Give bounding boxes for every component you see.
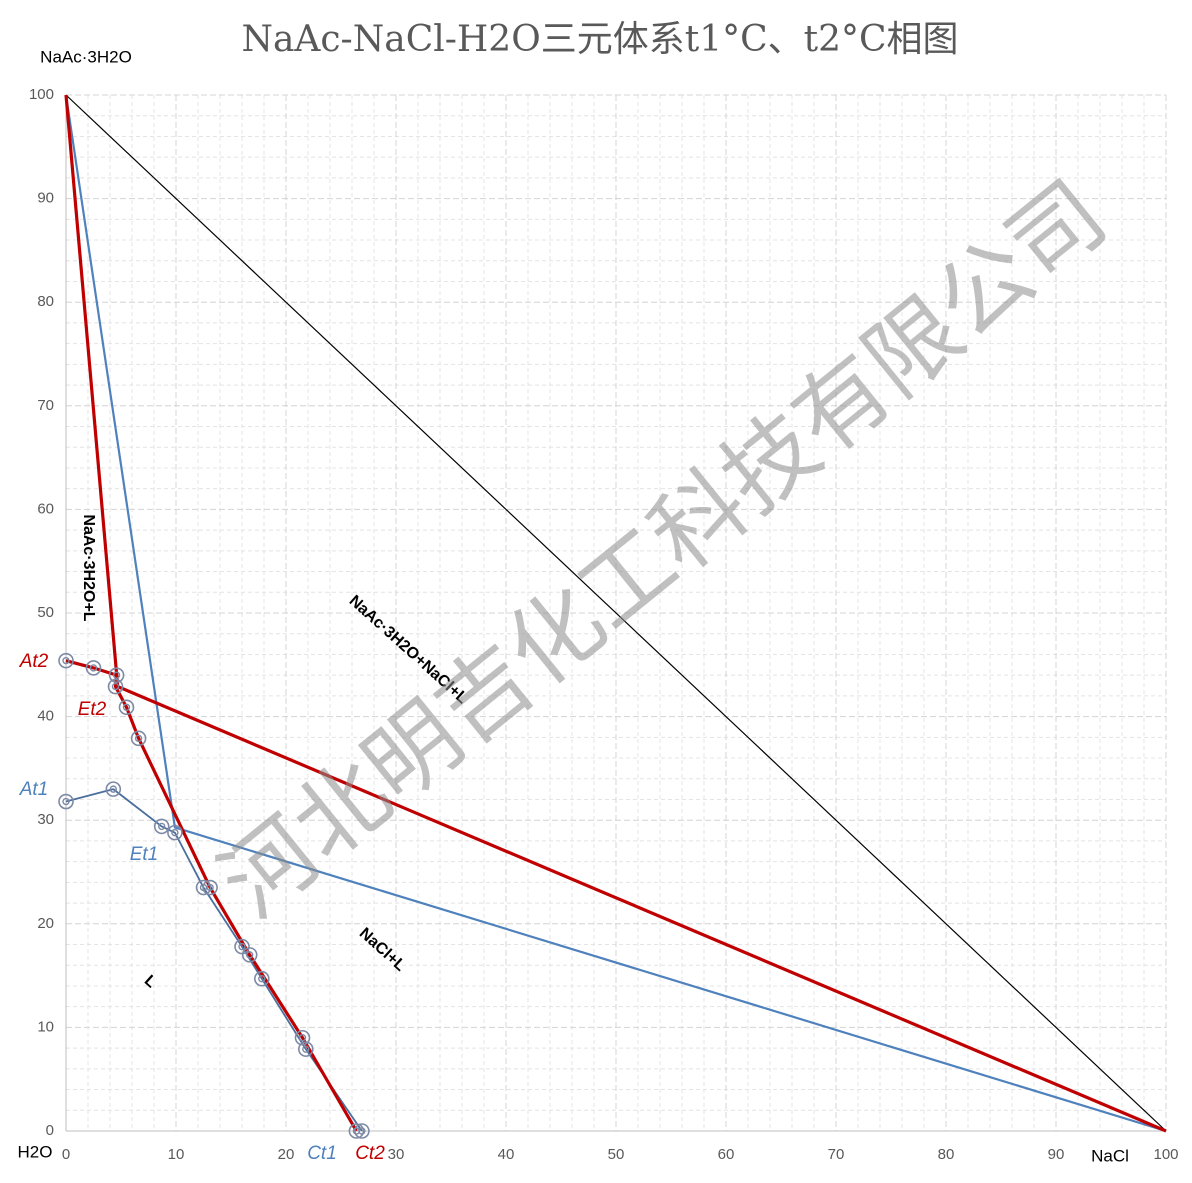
marker-dot (206, 883, 214, 892)
marker (118, 699, 135, 716)
y-tick-label: 30 (37, 811, 54, 828)
marker-ring (354, 1123, 370, 1139)
marker-ring (195, 879, 212, 896)
marker-ring (348, 1123, 365, 1139)
marker (58, 793, 74, 810)
marker-dot (62, 797, 70, 806)
y-axis-label: NaAc·3H2O (40, 47, 132, 66)
marker-ring (253, 970, 270, 987)
marker-dot (62, 656, 70, 665)
x-axis-label: NaCl (1091, 1146, 1129, 1165)
marker-ring (294, 1029, 311, 1046)
marker (107, 678, 124, 695)
marker-ring (108, 667, 125, 683)
marker-ring (202, 879, 218, 896)
series-line (64, 94, 1167, 1133)
series-line (65, 94, 1167, 1132)
marker-dot (109, 785, 118, 793)
marker-ring (107, 678, 124, 695)
y-tick-label: 60 (37, 500, 54, 517)
marker-ring (167, 824, 183, 841)
marker (348, 1123, 365, 1139)
marker (297, 1041, 314, 1057)
marker (105, 781, 122, 797)
marker-dot (112, 671, 121, 679)
y-tick-label: 0 (46, 1122, 54, 1139)
x-tick-label: 70 (828, 1146, 845, 1163)
y-tick-label: 20 (37, 915, 54, 932)
y-tick-label: 50 (37, 604, 54, 621)
marker (153, 818, 170, 835)
annotation: Ct2 (355, 1143, 385, 1164)
marker-ring (130, 730, 147, 747)
series-line (64, 94, 1167, 1133)
marker (253, 970, 270, 987)
marker (85, 660, 102, 676)
region-label: NaAc·3H2O+L (80, 514, 97, 621)
marker-dot (245, 951, 254, 959)
y-tick-label: 100 (29, 86, 54, 103)
origin-label: H2O (18, 1142, 53, 1161)
annotation: At1 (19, 779, 49, 800)
x-tick-label: 20 (278, 1146, 295, 1163)
marker-dot (302, 1045, 310, 1053)
marker (167, 824, 183, 841)
marker-ring (234, 938, 250, 955)
x-tick-label: 10 (168, 1146, 185, 1163)
marker (130, 730, 147, 747)
y-tick-label: 10 (37, 1018, 54, 1035)
marker-ring (297, 1041, 314, 1057)
annotation: At2 (19, 651, 49, 672)
x-tick-label: 80 (938, 1146, 955, 1163)
marker-dot (122, 703, 131, 711)
plot (58, 94, 1167, 1139)
marker-ring (58, 793, 74, 810)
marker (202, 879, 218, 896)
marker (241, 947, 258, 963)
x-tick-label: 50 (608, 1146, 625, 1163)
marker-ring (85, 660, 102, 676)
x-tick-label: 90 (1048, 1146, 1065, 1163)
marker (294, 1029, 311, 1046)
marker-dot (89, 664, 98, 672)
x-tick-label: 40 (498, 1146, 515, 1163)
series-line (65, 659, 358, 1132)
x-tick-label: 30 (388, 1146, 405, 1163)
marker-ring (241, 947, 258, 963)
marker-dot (298, 1034, 307, 1042)
marker (234, 938, 250, 955)
x-tick-label: 0 (62, 1146, 70, 1163)
marker-dot (171, 828, 179, 837)
marker-dot (111, 682, 120, 691)
marker-dot (238, 942, 246, 951)
marker (108, 667, 125, 683)
x-tick-label: 60 (718, 1146, 735, 1163)
marker-ring (118, 699, 135, 716)
y-tick-label: 80 (37, 293, 54, 310)
marker-dot (258, 975, 266, 983)
y-tick-label: 40 (37, 708, 54, 725)
marker-ring (58, 652, 74, 669)
marker-dot (157, 822, 166, 831)
annotation: Et1 (130, 844, 159, 865)
marker-ring (153, 818, 170, 835)
annotation: Et2 (78, 699, 107, 720)
marker-ring (105, 781, 122, 797)
y-tick-label: 70 (37, 397, 54, 414)
x-tick-label: 100 (1153, 1146, 1178, 1163)
y-tick-label: 90 (37, 190, 54, 207)
annotation: Ct1 (307, 1143, 337, 1164)
marker (58, 652, 74, 669)
chart-title: NaAc-NaCl-H2O三元体系t1°C、t2°C相图 (241, 19, 958, 60)
marker-dot (352, 1127, 361, 1135)
marker-dot (134, 734, 143, 743)
